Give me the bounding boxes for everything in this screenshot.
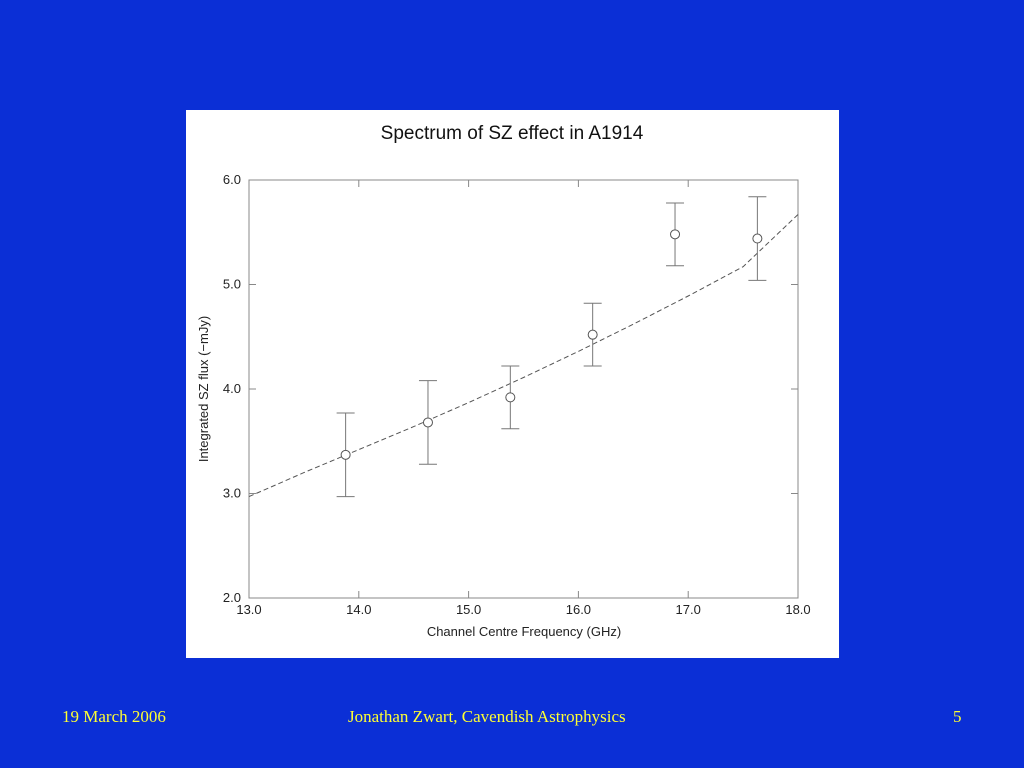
x-tick-label: 13.0 (236, 602, 261, 617)
data-point (587, 329, 598, 340)
x-axis-label: Channel Centre Frequency (GHz) (427, 624, 621, 639)
y-tick-label: 4.0 (223, 381, 241, 396)
y-tick-label: 3.0 (223, 486, 241, 501)
data-point (340, 449, 351, 460)
data-point (670, 229, 681, 240)
model-curve (248, 214, 799, 498)
x-tick-label: 18.0 (785, 602, 810, 617)
x-tick-label: 17.0 (676, 602, 701, 617)
chart-title: Spectrum of SZ effect in A1914 (381, 123, 644, 144)
y-tick-label: 2.0 (223, 590, 241, 605)
plot-frame (248, 179, 799, 599)
data-point (752, 233, 763, 244)
sz-spectrum-chart: Spectrum of SZ effect in A1914 13.0 14.0 1… (196, 123, 811, 639)
footer-date: 19 March 2006 (62, 707, 166, 726)
y-tick-label: 5.0 (223, 277, 241, 292)
footer-author: Jonathan Zwart, Cavendish Astrophysics (348, 707, 626, 726)
data-point (505, 392, 516, 403)
x-tick-label: 15.0 (456, 602, 481, 617)
data-point (422, 417, 433, 428)
x-tick-label: 14.0 (346, 602, 371, 617)
chart-figure: Spectrum of SZ effect in A1914 13.0 14.0 1… (186, 110, 839, 658)
page-number: 5 (953, 707, 962, 726)
x-tick-label: 16.0 (566, 602, 591, 617)
y-tick-label: 6.0 (223, 172, 241, 187)
y-axis-label: Integrated SZ flux (−mJy) (196, 316, 211, 462)
